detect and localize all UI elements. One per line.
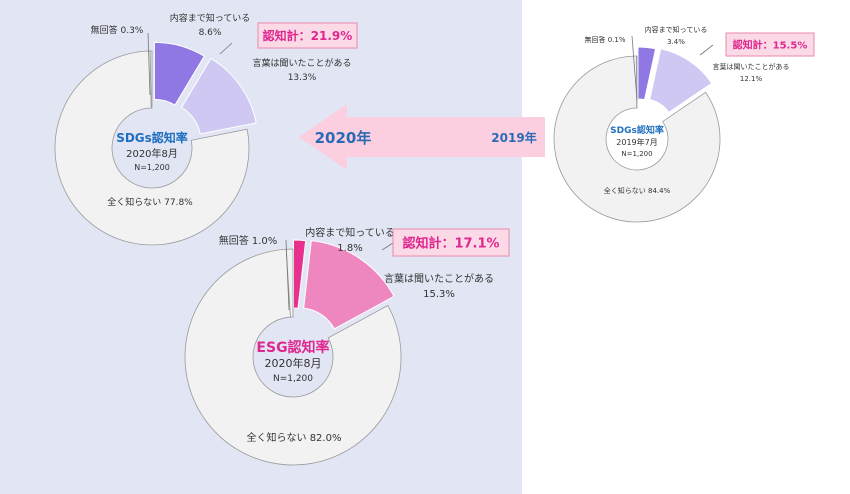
- pie-slice: [293, 239, 307, 309]
- pie-slice: [649, 48, 713, 114]
- arrow-label-2020: 2020年: [315, 129, 372, 147]
- total-callout-label: 認知計：21.9%: [263, 28, 353, 43]
- arrow-label-2019: 2019年: [491, 130, 536, 145]
- leader-line: [285, 239, 290, 311]
- slice-value: 8.6%: [199, 28, 222, 38]
- pie-slice: [553, 55, 721, 223]
- total-callout-box: [257, 22, 358, 49]
- chart-center-date: 2020年8月: [265, 356, 322, 370]
- comparison-arrow: [299, 104, 545, 170]
- total-callout-box: [392, 228, 510, 257]
- slice-value: 3.4%: [667, 38, 685, 46]
- pie-slice: [184, 248, 402, 466]
- pie-slice: [54, 50, 250, 246]
- leader-line: [381, 242, 394, 251]
- slice-label: 全く知らない 82.0%: [247, 431, 342, 444]
- arrow-2019-to-2020: 2020年 2019年: [299, 104, 545, 170]
- leader-line: [219, 42, 233, 55]
- chart-center-n: N=1,200: [621, 150, 652, 158]
- chart-center-n: N=1,200: [134, 163, 170, 172]
- pie-slice: [303, 240, 395, 330]
- slice-label: 内容まで知っている: [305, 226, 395, 239]
- pie-slice: [149, 50, 153, 109]
- slice-label: 全く知らない 77.8%: [107, 196, 193, 208]
- slice-label: 言葉は聞いたことがある: [252, 57, 351, 69]
- chart-center-title: SDGs認知率: [116, 130, 188, 145]
- pie-slice: [180, 57, 257, 135]
- slice-value: 12.1%: [740, 75, 763, 83]
- total-callout-label: 認知計：15.5%: [733, 38, 808, 51]
- total-callout-box: [725, 32, 815, 57]
- leader-line: [147, 32, 151, 96]
- slice-label: 無回答 0.3%: [91, 24, 144, 36]
- slice-value: 1.8%: [337, 243, 362, 254]
- slice-label: 言葉は聞いたことがある: [384, 272, 494, 285]
- leader-line: [699, 44, 714, 56]
- chart-center-title: ESG認知率: [256, 339, 329, 356]
- chart-center-n: N=1,200: [273, 374, 313, 384]
- pie-slice: [637, 46, 657, 101]
- slice-label: 全く知らない 84.4%: [604, 186, 671, 195]
- chart-center-date: 2019年7月: [616, 137, 657, 147]
- slice-label: 無回答 0.1%: [584, 35, 625, 44]
- chart-center-date: 2020年8月: [126, 147, 178, 160]
- pie-slice: [636, 55, 638, 109]
- donut-chart-1: SDGs認知率 2020年8月 N=1,200 内容まで知っている 8.6% 言葉は聞いた…: [54, 12, 358, 246]
- slice-value: 15.3%: [423, 289, 455, 300]
- chart-center-title: SDGs認知率: [610, 124, 664, 136]
- slice-label: 内容まで知っている: [645, 25, 708, 34]
- slice-label: 無回答 1.0%: [219, 234, 278, 247]
- donut-charts: SDGs認知率 2020年8月 N=1,200 内容まで知っている 8.6% 言葉は聞いた…: [54, 12, 815, 466]
- total-callout-label: 認知計：17.1%: [402, 235, 499, 251]
- pie-slice: [153, 41, 205, 106]
- slice-value: 13.3%: [288, 73, 317, 83]
- leader-line: [631, 35, 638, 101]
- slice-label: 言葉は聞いたことがある: [713, 62, 790, 71]
- slice-label: 内容まで知っている: [170, 12, 251, 24]
- pie-slice: [285, 248, 294, 318]
